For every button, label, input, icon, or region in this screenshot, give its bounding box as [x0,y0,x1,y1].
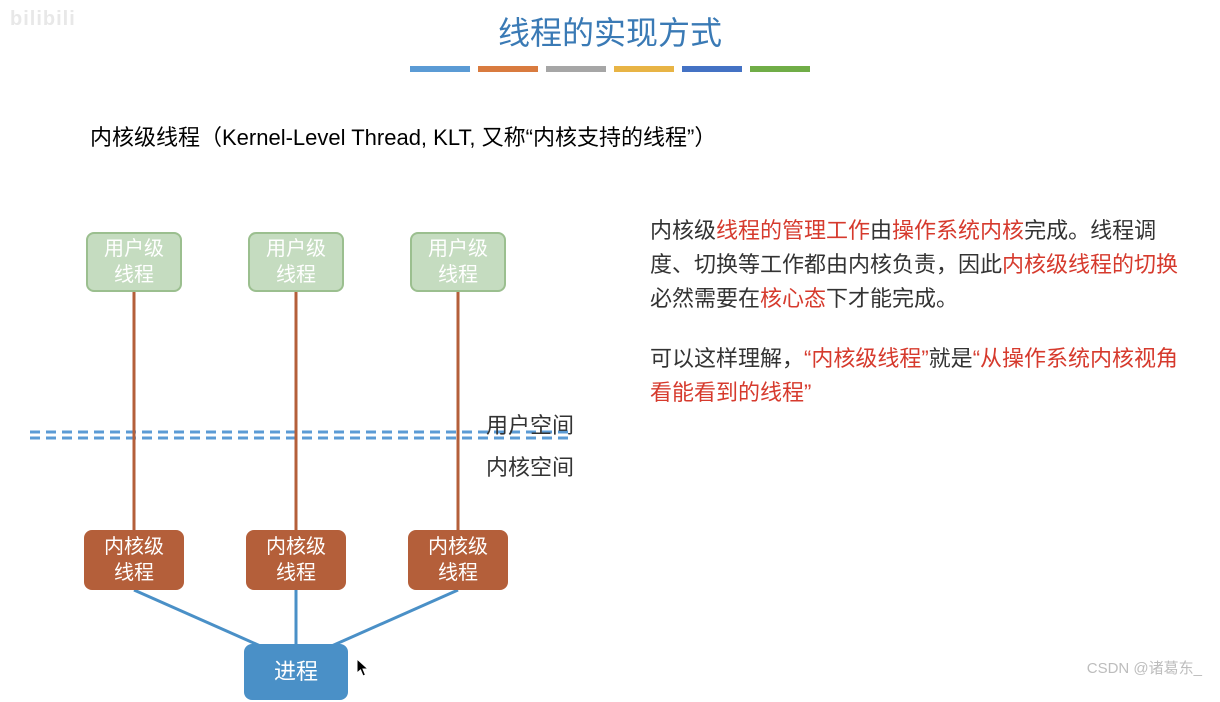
divider-segment [546,66,606,72]
kernel-thread-node: 内核级线程 [408,530,508,590]
text-segment: “内核级线程” [804,346,929,371]
divider-segment [410,66,470,72]
text-segment: 必然需要在 [650,286,760,311]
user-thread-node: 用户级线程 [86,232,182,292]
text-segment: 下才能完成。 [826,286,958,311]
watermark-bottom-right: CSDN @诸葛东_ [1087,657,1202,678]
explanation-paragraph-1: 内核级线程的管理工作由操作系统内核完成。线程调度、切换等工作都由内核负责，因此内… [650,214,1180,316]
user-thread-node: 用户级线程 [410,232,506,292]
subtitle: 内核级线程（Kernel-Level Thread, KLT, 又称“内核支持的… [90,120,1220,152]
text-segment: 核心态 [760,286,826,311]
divider-segment [478,66,538,72]
process-node: 进程 [244,644,348,700]
user-thread-node: 用户级线程 [248,232,344,292]
divider-segment [614,66,674,72]
text-segment: 由 [870,218,892,243]
watermark-top-left: bilibili [10,8,76,31]
text-segment: 操作系统内核 [892,218,1024,243]
kernel-thread-node: 内核级线程 [246,530,346,590]
kernel-space-label: 内核空间 [486,450,574,482]
title-divider [0,66,1220,72]
klt-diagram: 用户级线程 用户级线程 用户级线程 内核级线程 内核级线程 内核级线程 进程 用… [30,192,590,672]
user-space-label: 用户空间 [486,408,574,440]
divider-segment [682,66,742,72]
content-area: 用户级线程 用户级线程 用户级线程 内核级线程 内核级线程 内核级线程 进程 用… [0,152,1220,672]
explanation-text: 内核级线程的管理工作由操作系统内核完成。线程调度、切换等工作都由内核负责，因此内… [650,214,1180,410]
text-segment: 可以这样理解， [650,346,804,371]
page-title: 线程的实现方式 [0,0,1220,54]
divider-segment [750,66,810,72]
cursor-icon [356,658,370,678]
text-segment: 内核级线程的切换 [1002,252,1178,277]
text-segment: 就是 [929,346,973,371]
kernel-thread-node: 内核级线程 [84,530,184,590]
explanation-paragraph-2: 可以这样理解，“内核级线程”就是“从操作系统内核视角看能看到的线程” [650,342,1180,410]
text-segment: 内核级 [650,218,716,243]
text-segment: 线程的管理工作 [716,218,870,243]
